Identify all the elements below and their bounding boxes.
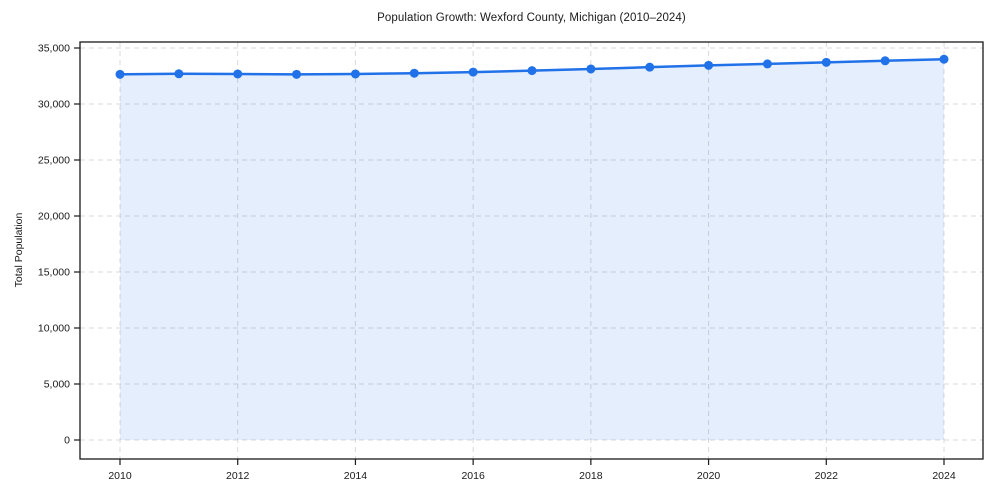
- y-tick-label: 20,000: [38, 211, 70, 223]
- y-tick-label: 5,000: [44, 379, 70, 391]
- chart-title: Population Growth: Wexford County, Michi…: [377, 12, 686, 24]
- y-tick-label: 30,000: [38, 99, 70, 111]
- x-tick-label: 2016: [461, 470, 485, 482]
- y-tick-label: 35,000: [38, 43, 70, 55]
- data-point: [468, 67, 478, 77]
- x-tick-label: 2020: [697, 470, 721, 482]
- data-point: [233, 69, 243, 79]
- x-axis: 2010 2012 2014 2016 2018 2020 2022 2024: [108, 459, 956, 482]
- data-point: [821, 57, 831, 67]
- y-tick-label: 10,000: [38, 323, 70, 335]
- data-point: [762, 59, 772, 69]
- area-fill: [120, 59, 944, 440]
- data-point: [880, 56, 890, 66]
- data-point: [174, 69, 184, 79]
- data-point: [645, 62, 655, 72]
- data-point: [409, 68, 419, 78]
- gridlines: [80, 42, 983, 459]
- x-tick-label: 2018: [579, 470, 603, 482]
- x-tick-label: 2014: [344, 470, 368, 482]
- data-point: [704, 60, 714, 70]
- data-point: [939, 54, 949, 64]
- plot-border: [79, 41, 984, 460]
- x-tick-label: 2024: [932, 470, 956, 482]
- y-tick-label: 0: [64, 435, 70, 447]
- y-axis: 0 5,000 10,000 15,000 20,000 25,000 30,000 35,0…: [38, 43, 80, 447]
- data-point: [292, 69, 302, 79]
- x-tick-label: 2022: [815, 470, 839, 482]
- data-point: [586, 64, 596, 74]
- x-tick-label: 2010: [108, 470, 132, 482]
- data-point: [350, 69, 360, 79]
- data-point: [115, 69, 125, 79]
- data-point: [527, 66, 537, 76]
- y-tick-label: 25,000: [38, 155, 70, 167]
- plot-area: [80, 42, 983, 459]
- y-tick-label: 15,000: [38, 267, 70, 279]
- x-tick-label: 2012: [226, 470, 250, 482]
- data-points: [115, 54, 949, 79]
